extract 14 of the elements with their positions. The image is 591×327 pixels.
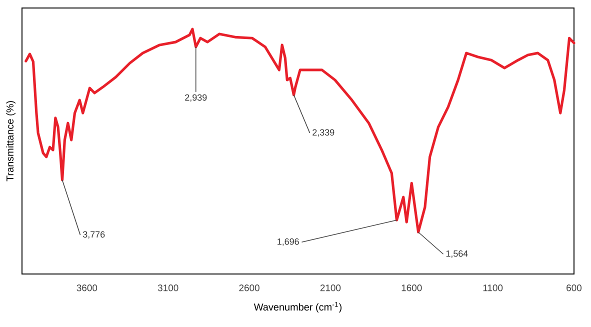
annotation: 1,696	[278, 238, 299, 246]
x-tick-label: 1100	[483, 284, 503, 292]
annotation: 3,776	[82, 231, 105, 239]
y-axis-title: Transmittance (%)	[6, 101, 16, 182]
x-tick-label: 2100	[320, 284, 341, 292]
x-tick-label: 3100	[158, 284, 178, 292]
x-tick-label: 3600	[76, 284, 98, 292]
x-tick-label: 1600	[402, 284, 422, 292]
annotation: 2,339	[312, 129, 334, 137]
annotation: 1,564	[446, 250, 468, 258]
x-tick-label: 2600	[239, 284, 260, 292]
annotation: 2,939	[185, 94, 207, 102]
x-tick-label: 600	[566, 284, 582, 292]
x-axis-title: Wavenumber (cm$^{-1}$)	[254, 302, 342, 313]
